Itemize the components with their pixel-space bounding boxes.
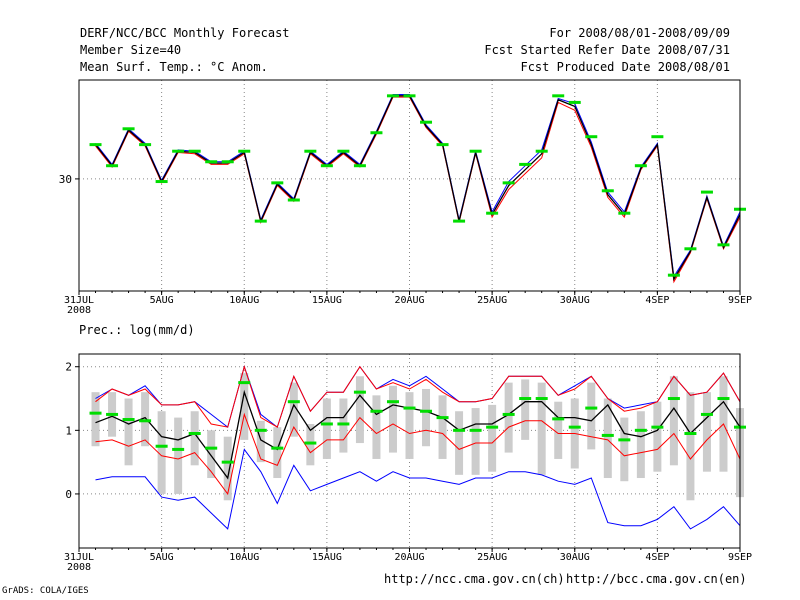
x-tick-label: 9SEP bbox=[728, 552, 752, 563]
x-tick-label: 15AUG bbox=[312, 295, 342, 306]
x-tick-label: 31JUL bbox=[64, 295, 94, 306]
spread-bar bbox=[124, 398, 133, 466]
spread-bar bbox=[653, 401, 662, 472]
spread-bar bbox=[339, 398, 348, 453]
spread-bar bbox=[504, 382, 513, 453]
x-tick-label: 10AUG bbox=[229, 552, 259, 563]
spread-bar bbox=[488, 404, 497, 472]
outer-lower-line bbox=[95, 448, 741, 530]
spread-bar bbox=[620, 417, 629, 482]
spread-bar bbox=[289, 382, 298, 437]
x-tick-label: 30AUG bbox=[560, 295, 590, 306]
spread-bar bbox=[306, 423, 315, 466]
spread-bar bbox=[587, 382, 596, 450]
spread-bar bbox=[686, 392, 695, 501]
spread-bar bbox=[157, 411, 166, 494]
header-start-date: Fcst Started Refer Date 2008/07/31 bbox=[484, 43, 730, 57]
y-tick-label: 30 bbox=[59, 173, 72, 186]
x-tick-label-year: 2008 bbox=[67, 562, 91, 573]
spread-bar bbox=[521, 379, 530, 440]
spread-bar bbox=[372, 395, 381, 459]
footer-url-bcc[interactable]: http://bcc.cma.gov.cn(en) bbox=[566, 572, 747, 586]
spread-bar bbox=[438, 395, 447, 459]
upper-line bbox=[95, 364, 741, 428]
x-tick-label: 25AUG bbox=[477, 295, 507, 306]
spread-bar bbox=[174, 417, 183, 494]
x-tick-label: 5AUG bbox=[150, 295, 174, 306]
x-tick-label: 20AUG bbox=[394, 552, 424, 563]
header-member-size: Member Size=40 bbox=[80, 43, 182, 57]
spread-bar bbox=[256, 420, 265, 463]
spread-bar bbox=[702, 392, 711, 472]
spread-bar bbox=[223, 436, 232, 501]
x-tick-label: 5AUG bbox=[150, 552, 174, 563]
x-tick-label: 30AUG bbox=[560, 552, 590, 563]
outer-upper-line bbox=[95, 365, 741, 428]
lower-line bbox=[95, 412, 741, 496]
x-tick-label: 25AUG bbox=[477, 552, 507, 563]
header-title: DERF/NCC/BCC Monthly Forecast bbox=[80, 26, 290, 40]
spread-bar bbox=[388, 385, 397, 453]
footer-credit: GrADS: COLA/IGES bbox=[2, 586, 89, 596]
ensemble-upper-line bbox=[95, 94, 741, 278]
spread-bar bbox=[603, 398, 612, 479]
plot-frame bbox=[78, 79, 741, 292]
spread-bar bbox=[537, 382, 546, 475]
spread-bar bbox=[405, 392, 414, 459]
spread-bar bbox=[273, 427, 282, 479]
header-variable: Mean Surf. Temp.: °C Anom. bbox=[80, 60, 268, 74]
ensemble-lower-line bbox=[95, 96, 741, 284]
spread-bar bbox=[471, 408, 480, 475]
mean-line bbox=[94, 95, 741, 282]
y-tick-label: 1 bbox=[65, 424, 72, 437]
spread-bar bbox=[422, 388, 431, 447]
x-tick-label-year: 2008 bbox=[67, 305, 91, 316]
spread-bar bbox=[190, 411, 199, 466]
spread-bar bbox=[322, 398, 331, 459]
spread-bar bbox=[207, 430, 216, 479]
spread-bar bbox=[554, 401, 563, 459]
panel-title: Prec.: log(mm/d) bbox=[79, 323, 195, 337]
spread-bar bbox=[240, 373, 249, 440]
spread-bar bbox=[141, 392, 150, 447]
spread-bar bbox=[455, 411, 464, 475]
y-tick-label: 0 bbox=[65, 488, 72, 501]
x-tick-label: 31JUL bbox=[64, 552, 94, 563]
spread-bar bbox=[355, 376, 364, 444]
x-tick-label: 4SEP bbox=[645, 552, 669, 563]
x-tick-label: 20AUG bbox=[394, 295, 424, 306]
x-tick-label: 4SEP bbox=[645, 295, 669, 306]
y-tick-label: 2 bbox=[65, 361, 72, 374]
spread-bar bbox=[669, 376, 678, 466]
header-produced-date: Fcst Produced Date 2008/08/01 bbox=[520, 60, 730, 74]
header-period: For 2008/08/01-2008/09/09 bbox=[549, 26, 730, 40]
footer-url-ncc[interactable]: http://ncc.cma.gov.cn(ch) bbox=[384, 572, 565, 586]
x-tick-label: 9SEP bbox=[728, 295, 752, 306]
mean-line bbox=[95, 389, 741, 480]
x-tick-label: 15AUG bbox=[312, 552, 342, 563]
spread-bar bbox=[636, 411, 645, 479]
spread-bar bbox=[91, 392, 100, 447]
x-tick-label: 10AUG bbox=[229, 295, 259, 306]
